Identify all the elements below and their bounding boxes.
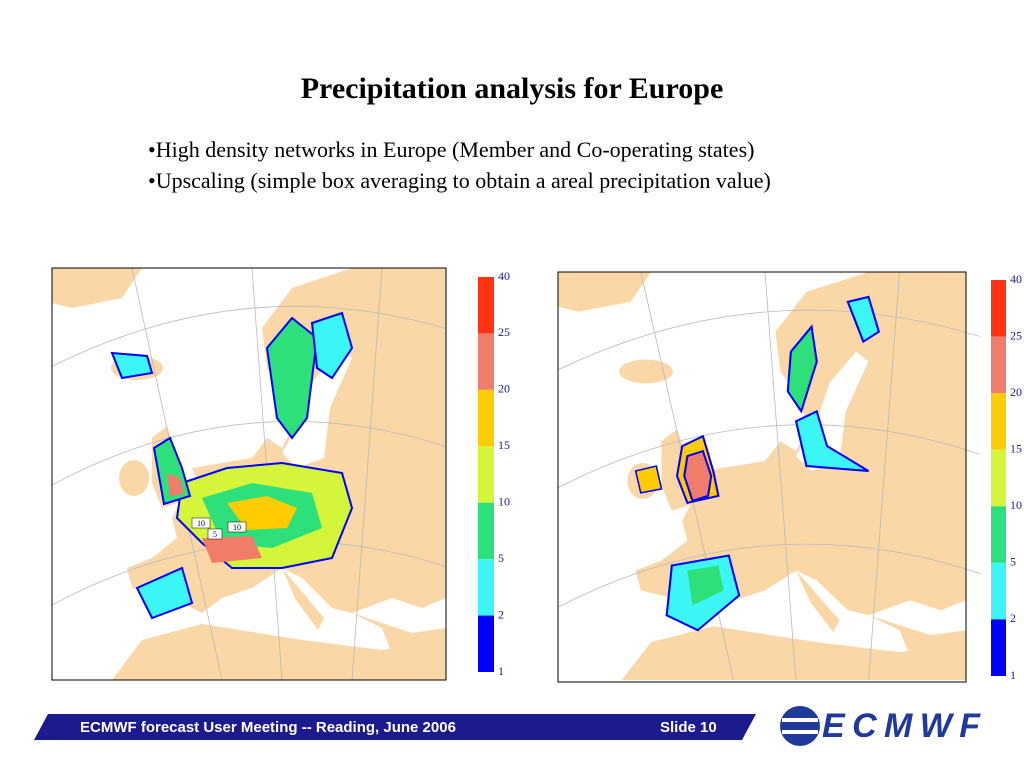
map-annotation: 5: [213, 530, 217, 539]
colorbar-label: 25: [498, 325, 510, 339]
map-frame: [51, 267, 447, 681]
colorbar-band: [991, 393, 1006, 450]
colorbar-band: [991, 562, 1006, 620]
bullet: •Upscaling (simple box averaging to obta…: [148, 168, 771, 193]
colorbar: 40 25 20 15 10 5 2 1: [478, 269, 510, 678]
colorbar-band: [478, 446, 494, 503]
colorbar-label: 10: [498, 494, 510, 508]
footer-text: ECMWF forecast User Meeting -- Reading, …: [80, 719, 456, 736]
bullet: •High density networks in Europe (Member…: [148, 137, 755, 162]
colorbar-band: [991, 449, 1006, 507]
colorbar-label: 2: [1010, 611, 1016, 625]
colorbar-band: [991, 619, 1006, 676]
colorbar-label: 5: [498, 551, 504, 565]
logo-text: ECMWF: [822, 707, 981, 745]
map-annotation: 10: [197, 519, 205, 528]
colorbar-band: [478, 615, 494, 672]
colorbar-label: 2: [498, 607, 504, 621]
colorbar-band: [478, 389, 494, 447]
footer-band: [34, 714, 756, 740]
colorbar-label: 20: [1010, 385, 1022, 399]
colorbar-label: 15: [498, 438, 510, 452]
colorbar-label: 40: [1010, 272, 1022, 286]
map-left: 10 5 10: [52, 268, 446, 680]
colorbar-band: [478, 559, 494, 616]
colorbar-label: 10: [1010, 498, 1022, 512]
colorbar-band: [991, 280, 1006, 337]
colorbar-label: 1: [498, 664, 504, 678]
map-right: [558, 272, 981, 680]
logo: ECMWF: [780, 706, 981, 746]
colorbar-band: [991, 506, 1006, 563]
colorbar-band: [478, 277, 494, 334]
colorbar-band: [478, 333, 494, 390]
slide-number: Slide 10: [660, 719, 717, 736]
map-annotation: 10: [233, 523, 241, 532]
colorbar-band: [478, 502, 494, 560]
colorbar-label: 40: [498, 269, 510, 283]
colorbar: 40 25 20 15 10 5 2 1: [991, 272, 1022, 682]
colorbar-label: 15: [1010, 441, 1022, 455]
slide-title: Precipitation analysis for Europe: [300, 72, 724, 105]
colorbar-label: 25: [1010, 328, 1022, 342]
colorbar-band: [991, 336, 1006, 394]
colorbar-label: 1: [1010, 668, 1016, 682]
map-frame: [557, 271, 967, 683]
colorbar-label: 20: [498, 382, 510, 396]
colorbar-label: 5: [1010, 555, 1016, 569]
bullet-list: •High density networks in Europe (Member…: [148, 134, 808, 196]
